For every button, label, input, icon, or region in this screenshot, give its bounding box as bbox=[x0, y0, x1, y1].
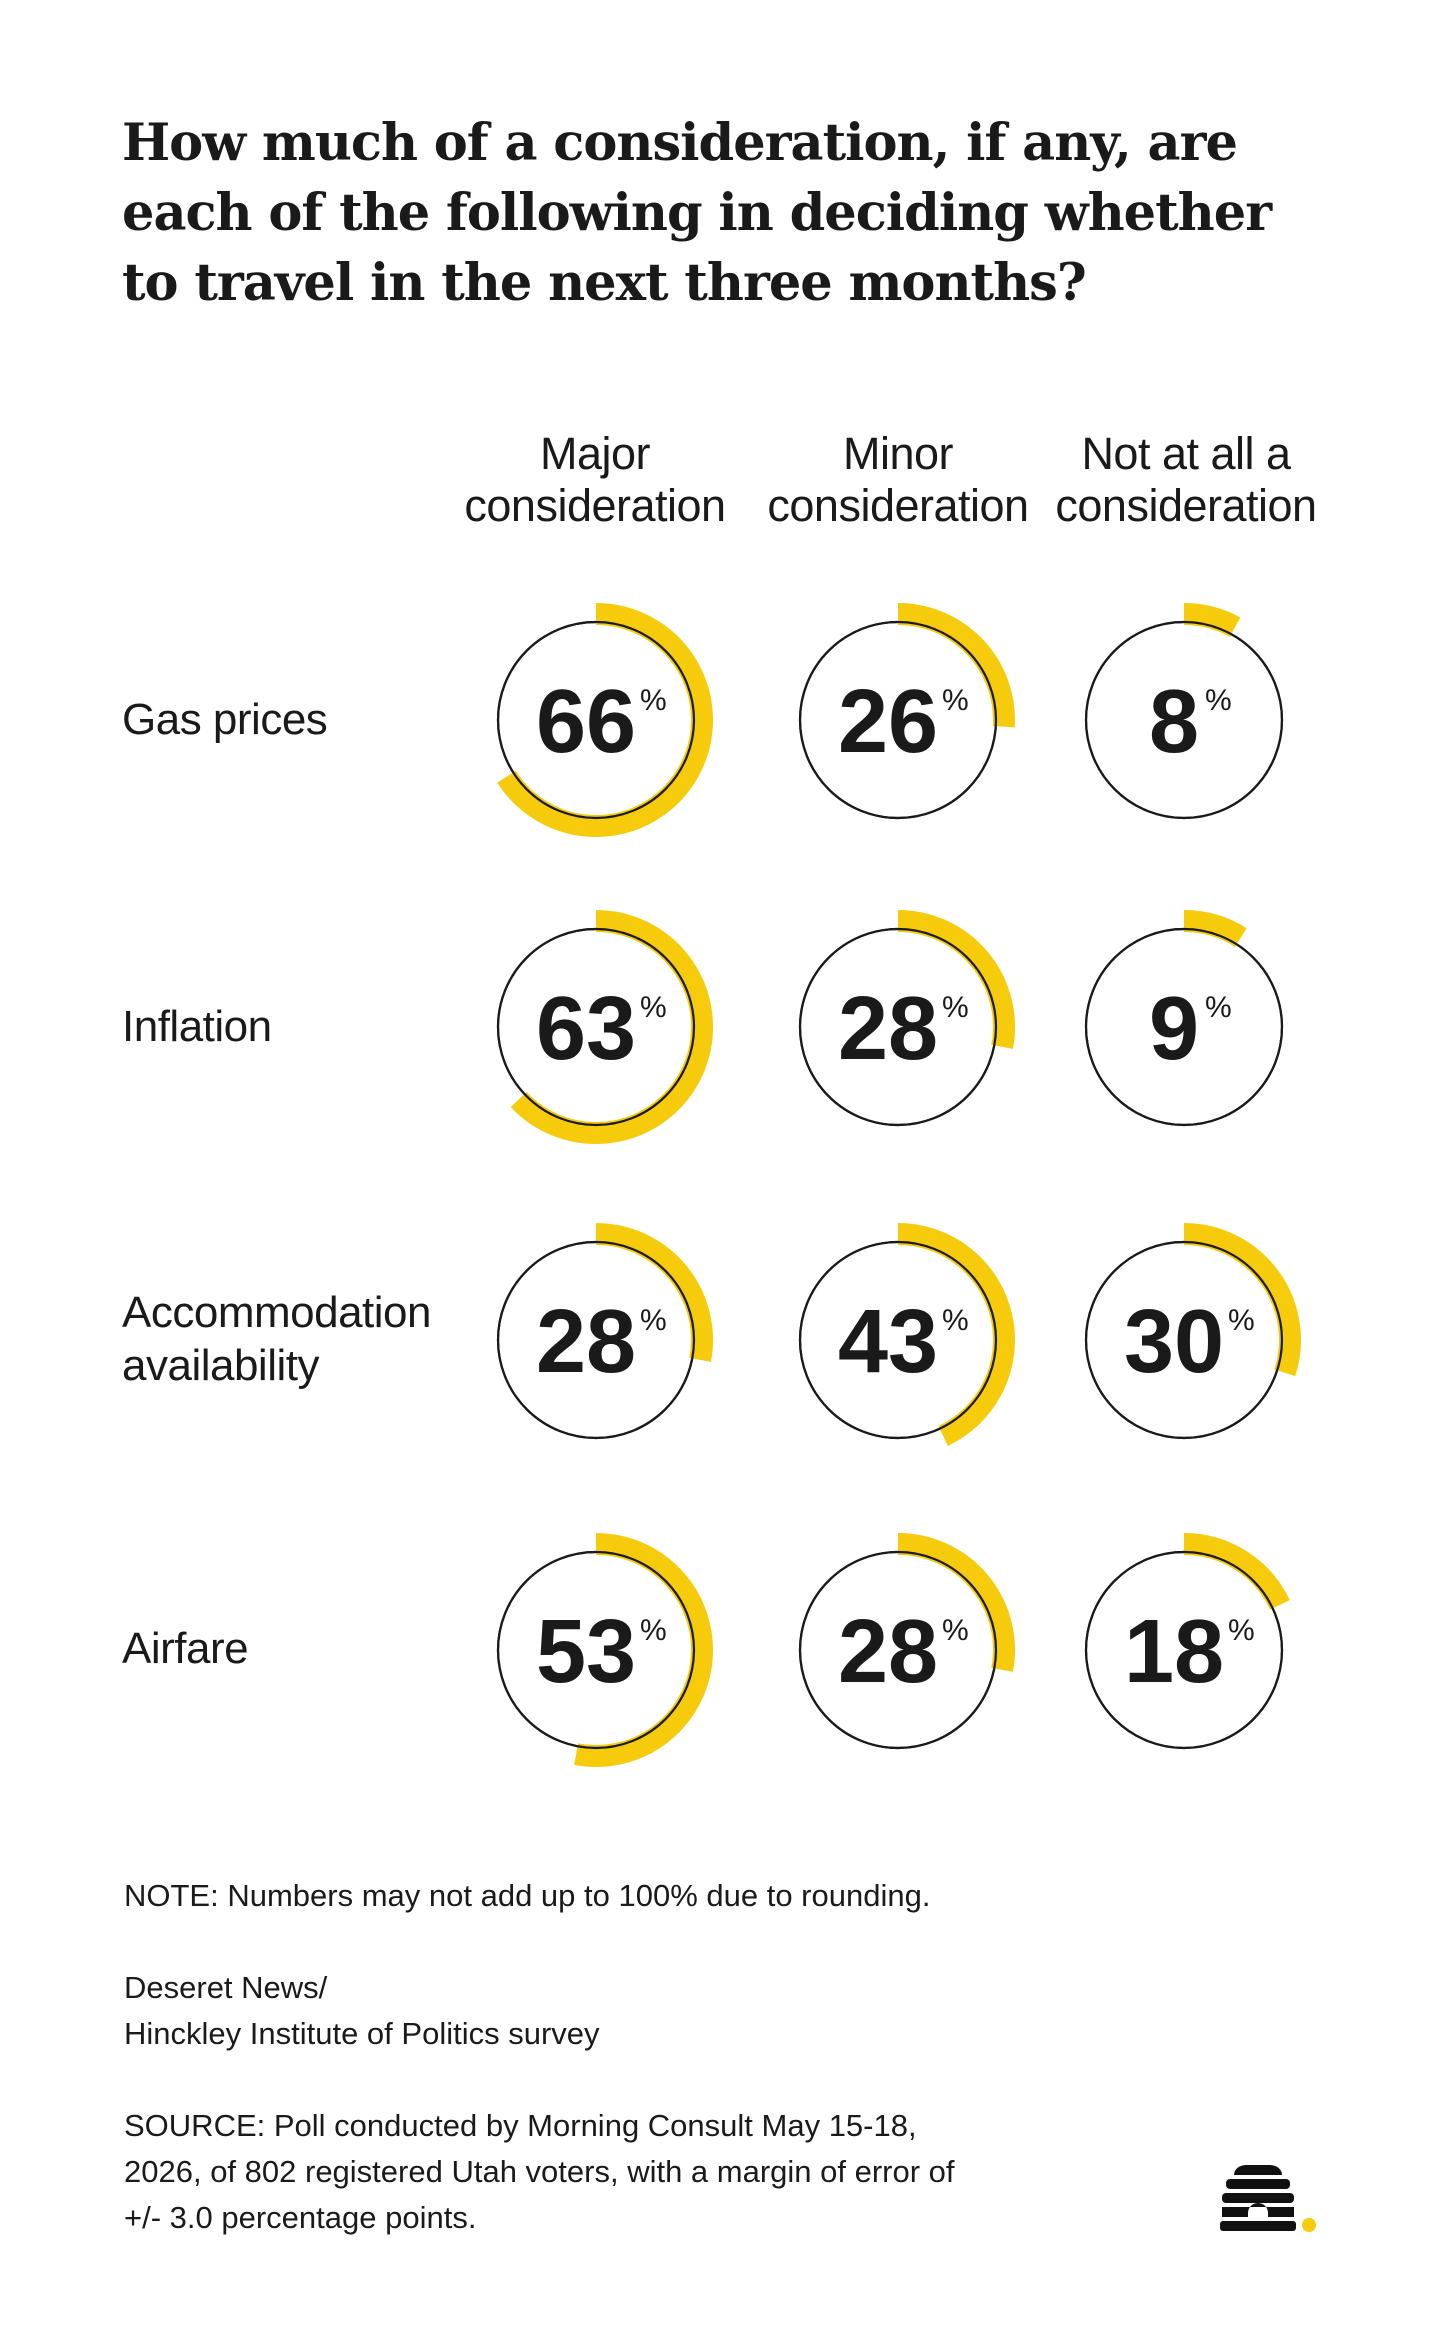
donut-arc bbox=[897, 1223, 1015, 1446]
percent-sign: % bbox=[942, 1304, 969, 1337]
donut-airfare-3: 18% bbox=[1084, 1533, 1290, 1750]
donut-value: 30 bbox=[1124, 1292, 1224, 1392]
donut-value: 9 bbox=[1149, 979, 1199, 1079]
donut-gas-prices-1: 66% bbox=[496, 603, 713, 837]
percent-sign: % bbox=[942, 1614, 969, 1647]
donut-outline-top bbox=[798, 927, 998, 1127]
donut-arc bbox=[897, 603, 1015, 728]
percent-sign: % bbox=[640, 1304, 667, 1337]
donut-value: 53 bbox=[536, 1602, 636, 1702]
donut-outline-top bbox=[496, 1550, 696, 1750]
donut-outline-top bbox=[496, 1240, 696, 1440]
donut-inflation-2: 28% bbox=[798, 910, 1015, 1127]
donut-value: 28 bbox=[536, 1292, 636, 1392]
row-label-inflation: Inflation bbox=[122, 1002, 272, 1051]
donut-value: 26 bbox=[838, 672, 938, 772]
donut-outline-top bbox=[496, 927, 696, 1127]
chart-title: How much of a consideration, if any, are… bbox=[122, 113, 1272, 313]
donut-outline-top bbox=[798, 1550, 998, 1750]
donut-gas-prices-2: 26% bbox=[798, 603, 1015, 820]
percent-sign: % bbox=[942, 684, 969, 717]
percent-sign: % bbox=[640, 684, 667, 717]
donut-arc bbox=[497, 603, 713, 837]
rounding-note: NOTE: Numbers may not add up to 100% due… bbox=[124, 1878, 931, 1913]
donut-value: 18 bbox=[1124, 1602, 1224, 1702]
percent-sign: % bbox=[1228, 1614, 1255, 1647]
column-header-major: Major consideration bbox=[464, 428, 726, 531]
donut-arc bbox=[1183, 1223, 1301, 1377]
row-label-gas-prices: Gas prices bbox=[122, 695, 328, 744]
percent-sign: % bbox=[1205, 684, 1232, 717]
donut-arc bbox=[1183, 603, 1241, 637]
donut-airfare-1: 53% bbox=[496, 1533, 713, 1767]
row-label-airfare: Airfare bbox=[122, 1624, 249, 1673]
beehive-logo-icon bbox=[1220, 2165, 1316, 2232]
source-note: SOURCE: Poll conducted by Morning Consul… bbox=[124, 2108, 955, 2235]
donut-arc bbox=[510, 910, 713, 1144]
percent-sign: % bbox=[942, 991, 969, 1024]
donut-grid: 66 %63 %28 %53 %26 %28 %43 %28 %8 %9 %30 %18% bbox=[496, 603, 1301, 1767]
donut-arc bbox=[897, 1533, 1015, 1672]
percent-sign: % bbox=[640, 1614, 667, 1647]
donut-arc bbox=[1183, 910, 1247, 947]
donut-outline-top bbox=[798, 620, 998, 820]
donut-outline-top bbox=[1084, 1240, 1284, 1440]
donut-inflation-3: 9% bbox=[1084, 910, 1284, 1127]
column-header-not-at-all: Not at all a consideration bbox=[1055, 428, 1317, 531]
row-label-accommodation-availability: Accommodation availability bbox=[122, 1288, 431, 1390]
donut-arc bbox=[574, 1533, 713, 1767]
donut-value: 43 bbox=[838, 1292, 938, 1392]
percent-sign: % bbox=[1205, 991, 1232, 1024]
donut-airfare-2: 28% bbox=[798, 1533, 1015, 1750]
donut-accommodation-availability-1: 28% bbox=[496, 1223, 713, 1440]
column-header-minor: Minor consideration bbox=[767, 428, 1029, 531]
donut-value: 63 bbox=[536, 979, 636, 1079]
donut-gas-prices-3: 8% bbox=[1084, 603, 1284, 820]
percent-sign: % bbox=[1228, 1304, 1255, 1337]
donut-arc bbox=[1183, 1533, 1290, 1610]
donut-value: 8 bbox=[1149, 672, 1199, 772]
survey-credit: Deseret News/ Hinckley Institute of Poli… bbox=[124, 1970, 600, 2051]
donut-outline-top bbox=[496, 620, 696, 820]
donut-value: 66 bbox=[536, 672, 636, 772]
percent-sign: % bbox=[640, 991, 667, 1024]
donut-arc bbox=[595, 1223, 713, 1362]
donut-outline-top bbox=[1084, 1550, 1284, 1750]
donut-arc bbox=[897, 910, 1015, 1049]
donut-inflation-1: 63% bbox=[496, 910, 713, 1144]
donut-outline-top bbox=[1084, 620, 1284, 820]
donut-value: 28 bbox=[838, 979, 938, 1079]
donut-outline-top bbox=[1084, 927, 1284, 1127]
donut-accommodation-availability-3: 30% bbox=[1084, 1223, 1301, 1440]
donut-outline-top bbox=[798, 1240, 998, 1440]
donut-accommodation-availability-2: 43% bbox=[798, 1223, 1015, 1446]
donut-value: 28 bbox=[838, 1602, 938, 1702]
